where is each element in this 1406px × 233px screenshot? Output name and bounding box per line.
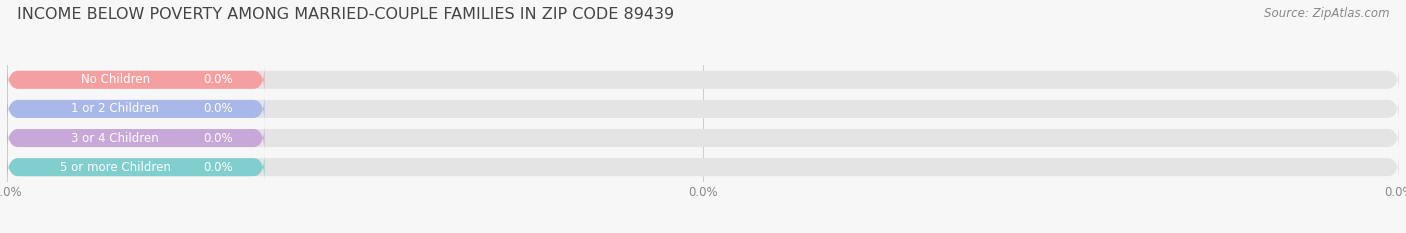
Text: 3 or 4 Children: 3 or 4 Children	[72, 132, 159, 144]
FancyBboxPatch shape	[7, 95, 264, 123]
Text: 1 or 2 Children: 1 or 2 Children	[72, 103, 159, 115]
Text: INCOME BELOW POVERTY AMONG MARRIED-COUPLE FAMILIES IN ZIP CODE 89439: INCOME BELOW POVERTY AMONG MARRIED-COUPL…	[17, 7, 673, 22]
FancyBboxPatch shape	[7, 65, 1399, 94]
FancyBboxPatch shape	[7, 95, 1399, 123]
FancyBboxPatch shape	[7, 153, 264, 182]
Text: 0.0%: 0.0%	[204, 103, 233, 115]
Text: 0.0%: 0.0%	[204, 132, 233, 144]
FancyBboxPatch shape	[7, 153, 1399, 182]
FancyBboxPatch shape	[7, 124, 1399, 152]
FancyBboxPatch shape	[7, 124, 264, 152]
Text: 5 or more Children: 5 or more Children	[59, 161, 170, 174]
Text: No Children: No Children	[80, 73, 150, 86]
FancyBboxPatch shape	[7, 65, 264, 94]
Text: Source: ZipAtlas.com: Source: ZipAtlas.com	[1264, 7, 1389, 20]
Text: 0.0%: 0.0%	[204, 161, 233, 174]
Text: 0.0%: 0.0%	[204, 73, 233, 86]
